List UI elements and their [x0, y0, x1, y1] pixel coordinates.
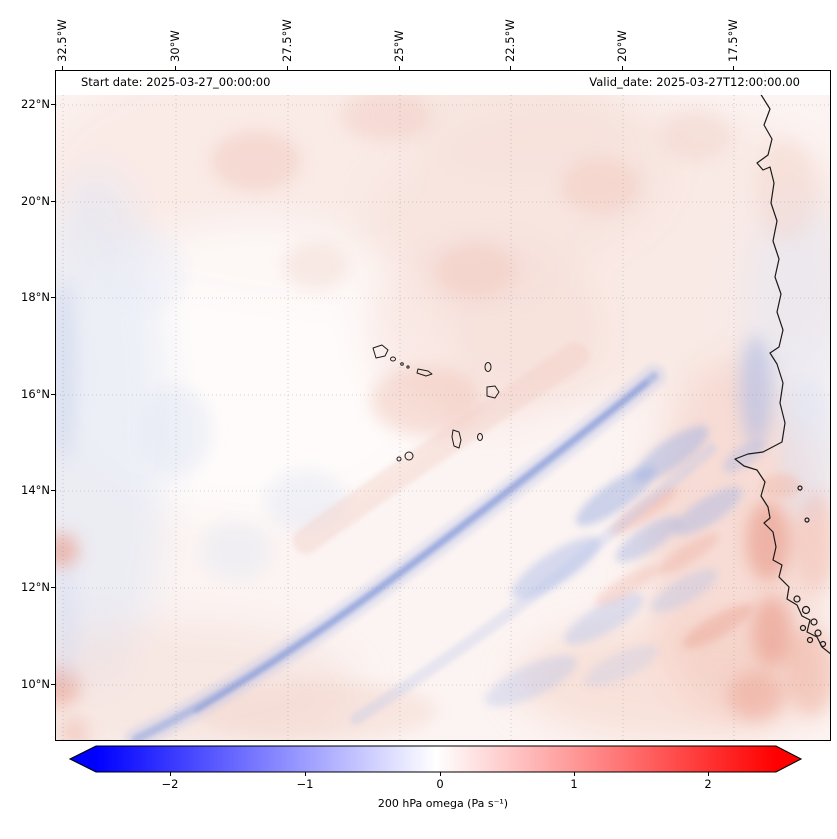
- x-tick: [510, 66, 512, 70]
- cbar-tick: [305, 772, 307, 776]
- x-tick-label: 32.5°W: [55, 19, 69, 62]
- x-tick: [287, 66, 289, 70]
- coastline: [734, 71, 830, 655]
- x-tick-label: 20°W: [615, 30, 629, 62]
- cape-verde-islands: [372, 344, 500, 462]
- y-tick: [51, 490, 55, 492]
- y-tick: [51, 587, 55, 589]
- cbar-tick: [574, 772, 576, 776]
- y-tick: [51, 297, 55, 299]
- x-tick-label: 27.5°W: [280, 19, 294, 62]
- x-tick-label: 17.5°W: [726, 19, 740, 62]
- y-tick: [51, 394, 55, 396]
- cbar-tick: [440, 772, 442, 776]
- y-tick: [51, 104, 55, 106]
- y-tick-label: 22°N: [21, 97, 50, 111]
- x-tick: [62, 66, 64, 70]
- ascent-streak: [124, 343, 717, 740]
- cbar-tick: [708, 772, 710, 776]
- colorbar: [68, 745, 803, 773]
- y-tick: [51, 684, 55, 686]
- y-tick-label: 12°N: [21, 580, 50, 594]
- omega-field-map: [56, 71, 830, 740]
- x-tick: [622, 66, 624, 70]
- cbar-tick-label: −1: [296, 777, 314, 791]
- map-plot: Start date: 2025-03-27_00:00:00 Valid_da…: [55, 70, 831, 741]
- y-tick-label: 16°N: [21, 387, 50, 401]
- x-tick: [733, 66, 735, 70]
- cbar-tick: [170, 772, 172, 776]
- y-tick-label: 18°N: [21, 290, 50, 304]
- title-strip: [56, 71, 830, 95]
- x-tick-label: 30°W: [168, 30, 182, 62]
- x-tick: [399, 66, 401, 70]
- x-tick-label: 22.5°W: [503, 19, 517, 62]
- colorbar-gradient: [68, 745, 803, 773]
- x-tick: [175, 66, 177, 70]
- y-tick-label: 20°N: [21, 194, 50, 208]
- x-tick-label: 25°W: [392, 30, 406, 62]
- cbar-tick-label: −2: [161, 777, 179, 791]
- field-blobs: [56, 91, 830, 740]
- cbar-tick-label: 2: [704, 777, 712, 791]
- gridlines: [56, 71, 830, 740]
- cbar-tick-label: 1: [570, 777, 578, 791]
- y-tick-label: 10°N: [21, 677, 50, 691]
- y-tick-label: 14°N: [21, 483, 50, 497]
- y-tick: [51, 201, 55, 203]
- colorbar-label: 200 hPa omega (Pa s⁻¹): [377, 797, 509, 810]
- cbar-tick-label: 0: [436, 777, 444, 791]
